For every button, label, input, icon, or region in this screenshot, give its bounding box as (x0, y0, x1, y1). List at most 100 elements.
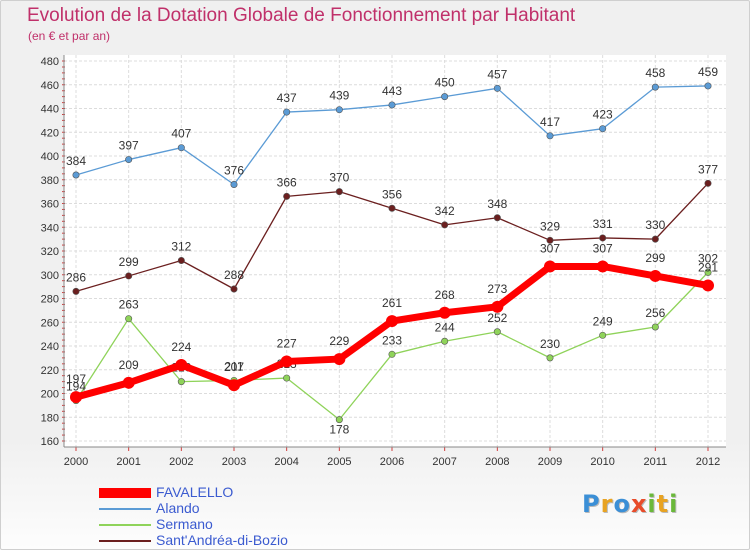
data-point-favalello (333, 353, 346, 366)
legend-label-alando: Alando (156, 500, 200, 516)
y-tick-label: 320 (41, 246, 59, 258)
data-point-sermano (177, 378, 185, 386)
y-tick-label: 240 (41, 341, 59, 353)
data-point-favalello (649, 269, 662, 282)
data-point-alando (704, 82, 712, 90)
data-point-alando (72, 171, 80, 179)
x-tick-label: 2008 (485, 456, 509, 468)
logo-letter: i (669, 490, 679, 518)
data-point-sant-andr-a-di-bozio (388, 204, 396, 212)
data-point-sant-andr-a-di-bozio (599, 234, 607, 242)
data-point-alando (283, 108, 291, 116)
data-label-sant-andr-a-di-bozio: 312 (171, 240, 191, 254)
data-label-sant-andr-a-di-bozio: 329 (540, 219, 560, 233)
data-point-alando (388, 101, 396, 109)
data-point-favalello (122, 376, 135, 389)
logo-letter: x (630, 490, 648, 518)
data-label-alando: 458 (645, 66, 665, 80)
data-point-favalello (702, 279, 714, 292)
logo-letter: i (647, 490, 657, 518)
data-point-sant-andr-a-di-bozio (230, 285, 238, 293)
logo-letter: t (656, 490, 670, 518)
chart-title: Evolution de la Dotation Globale de Fonc… (27, 5, 576, 26)
data-point-alando (441, 93, 449, 101)
data-label-alando: 397 (119, 139, 139, 153)
legend-label-favalello: FAVALELLO (156, 484, 234, 500)
data-label-sermano: 249 (593, 314, 613, 328)
x-tick-label: 2009 (538, 456, 562, 468)
x-tick-label: 2005 (327, 456, 351, 468)
chart-subtitle: (en € et par an) (28, 29, 111, 43)
data-point-sermano (546, 354, 554, 362)
data-point-sermano (283, 374, 291, 382)
data-point-sermano (599, 331, 607, 339)
data-label-alando: 437 (277, 91, 297, 105)
data-label-alando: 439 (329, 89, 349, 103)
y-tick-label: 340 (41, 222, 59, 234)
y-tick-label: 420 (41, 127, 59, 139)
data-point-sant-andr-a-di-bozio (651, 235, 659, 243)
data-label-sermano: 256 (645, 306, 665, 320)
data-point-sermano (441, 337, 449, 345)
legend-swatch-sermano (99, 524, 151, 526)
data-point-favalello (544, 260, 556, 273)
data-point-sant-andr-a-di-bozio (335, 188, 343, 196)
x-tick-label: 2010 (590, 456, 614, 468)
y-tick-label: 440 (41, 104, 59, 116)
data-label-alando: 459 (698, 65, 718, 79)
x-tick-label: 2002 (169, 456, 193, 468)
data-label-favalello: 291 (698, 260, 718, 274)
data-label-alando: 384 (66, 154, 86, 168)
data-point-sant-andr-a-di-bozio (177, 256, 185, 264)
data-point-sermano (651, 323, 659, 331)
data-label-sant-andr-a-di-bozio: 377 (698, 162, 718, 176)
data-label-sermano: 230 (540, 337, 560, 351)
data-label-alando: 423 (593, 108, 613, 122)
data-point-sermano (125, 315, 133, 323)
data-point-favalello (491, 300, 504, 313)
data-label-alando: 407 (171, 127, 191, 141)
x-tick-label: 2012 (696, 456, 720, 468)
data-label-favalello: 273 (487, 282, 507, 296)
data-point-sant-andr-a-di-bozio (441, 221, 449, 229)
y-tick-label: 380 (41, 175, 59, 187)
data-label-favalello: 299 (645, 251, 665, 265)
data-point-alando (493, 84, 501, 92)
y-tick-label: 180 (41, 412, 59, 424)
y-tick-label: 260 (41, 317, 59, 329)
data-label-alando: 457 (487, 67, 507, 81)
y-tick-label: 460 (41, 80, 59, 92)
data-label-favalello: 197 (66, 372, 86, 386)
data-point-favalello (280, 355, 293, 368)
data-point-sant-andr-a-di-bozio (546, 236, 554, 244)
data-point-alando (335, 106, 343, 114)
data-label-sermano: 233 (382, 333, 402, 347)
data-label-sant-andr-a-di-bozio: 356 (382, 187, 402, 201)
y-tick-label: 360 (41, 199, 59, 211)
data-point-alando (599, 125, 607, 133)
data-label-sermano: 178 (329, 423, 349, 437)
x-tick-label: 2004 (274, 456, 298, 468)
data-label-sant-andr-a-di-bozio: 288 (224, 268, 244, 282)
logo-letter: r (600, 490, 614, 518)
data-point-favalello (596, 260, 609, 273)
data-label-alando: 443 (382, 84, 402, 98)
data-label-favalello: 227 (277, 336, 297, 350)
y-tick-label: 200 (41, 389, 59, 401)
x-tick-label: 2007 (432, 456, 456, 468)
data-point-alando (546, 132, 554, 140)
data-point-favalello (386, 315, 398, 328)
data-label-sant-andr-a-di-bozio: 348 (487, 197, 507, 211)
data-label-favalello: 224 (171, 340, 191, 354)
data-label-sermano: 252 (487, 311, 507, 325)
y-tick-label: 160 (41, 436, 59, 448)
data-point-alando (230, 181, 238, 189)
proxiti-logo: Proxiti (582, 490, 678, 518)
data-label-sant-andr-a-di-bozio: 370 (329, 171, 349, 185)
y-tick-label: 480 (41, 56, 59, 68)
data-point-favalello (228, 379, 240, 392)
data-point-alando (651, 83, 659, 91)
x-tick-label: 2011 (644, 456, 668, 468)
data-point-alando (125, 156, 133, 164)
